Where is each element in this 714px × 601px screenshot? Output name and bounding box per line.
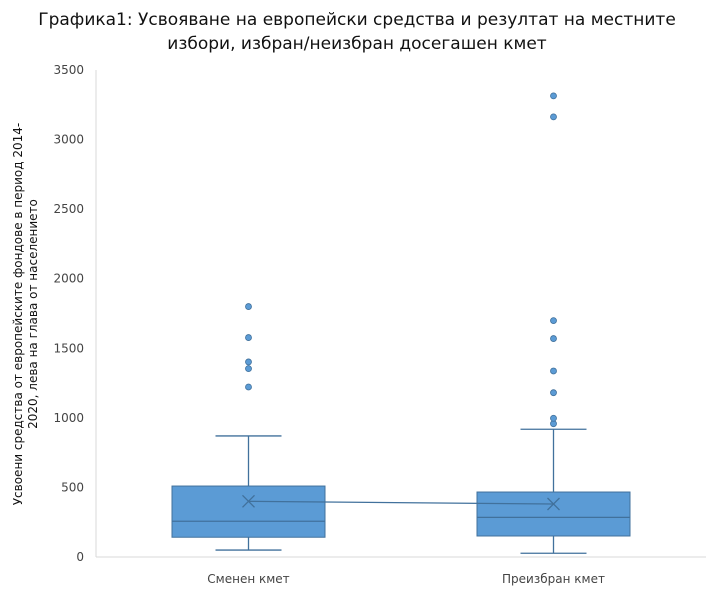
y-tick-label: 0 <box>76 550 84 564</box>
y-tick-label: 3000 <box>53 133 84 147</box>
chart-title: Графика1: Усвояване на европейски средст… <box>0 8 714 56</box>
outlier-point <box>245 383 252 391</box>
outlier-point <box>245 303 252 310</box>
y-axis-label-line-2: 2020, лева на глава от населението <box>26 199 40 429</box>
outlier-point <box>245 358 252 366</box>
y-tick-label: 500 <box>61 480 84 494</box>
outlier-point <box>550 92 557 100</box>
y-tick-label: 1000 <box>53 411 84 425</box>
outlier-point <box>550 113 557 121</box>
chart-title-line-1: Графика1: Усвояване на европейски средст… <box>38 10 676 30</box>
outlier-point <box>245 334 252 341</box>
y-tick-label: 1500 <box>53 341 84 355</box>
outlier-point <box>550 389 557 397</box>
y-tick-label: 2000 <box>53 272 84 286</box>
mean-connector-line <box>248 500 554 505</box>
mean-marker <box>547 497 560 511</box>
outlier-point <box>550 317 557 324</box>
box <box>171 485 326 538</box>
outlier-point <box>245 365 252 373</box>
x-tick-label: Сменен кмет <box>207 572 289 586</box>
chart-title-line-2: избори, избран/неизбран досегашен кмет <box>167 34 547 54</box>
outlier-point <box>550 335 557 342</box>
y-tick-label: 2500 <box>53 202 84 216</box>
box <box>476 491 631 537</box>
y-axis-label-line-1: Усвоени средства от европейските фондове… <box>11 123 25 506</box>
x-tick-label: Преизбран кмет <box>502 572 605 586</box>
y-tick-label: 3500 <box>53 63 84 77</box>
outlier-point <box>550 367 557 375</box>
outlier-point <box>550 414 557 422</box>
